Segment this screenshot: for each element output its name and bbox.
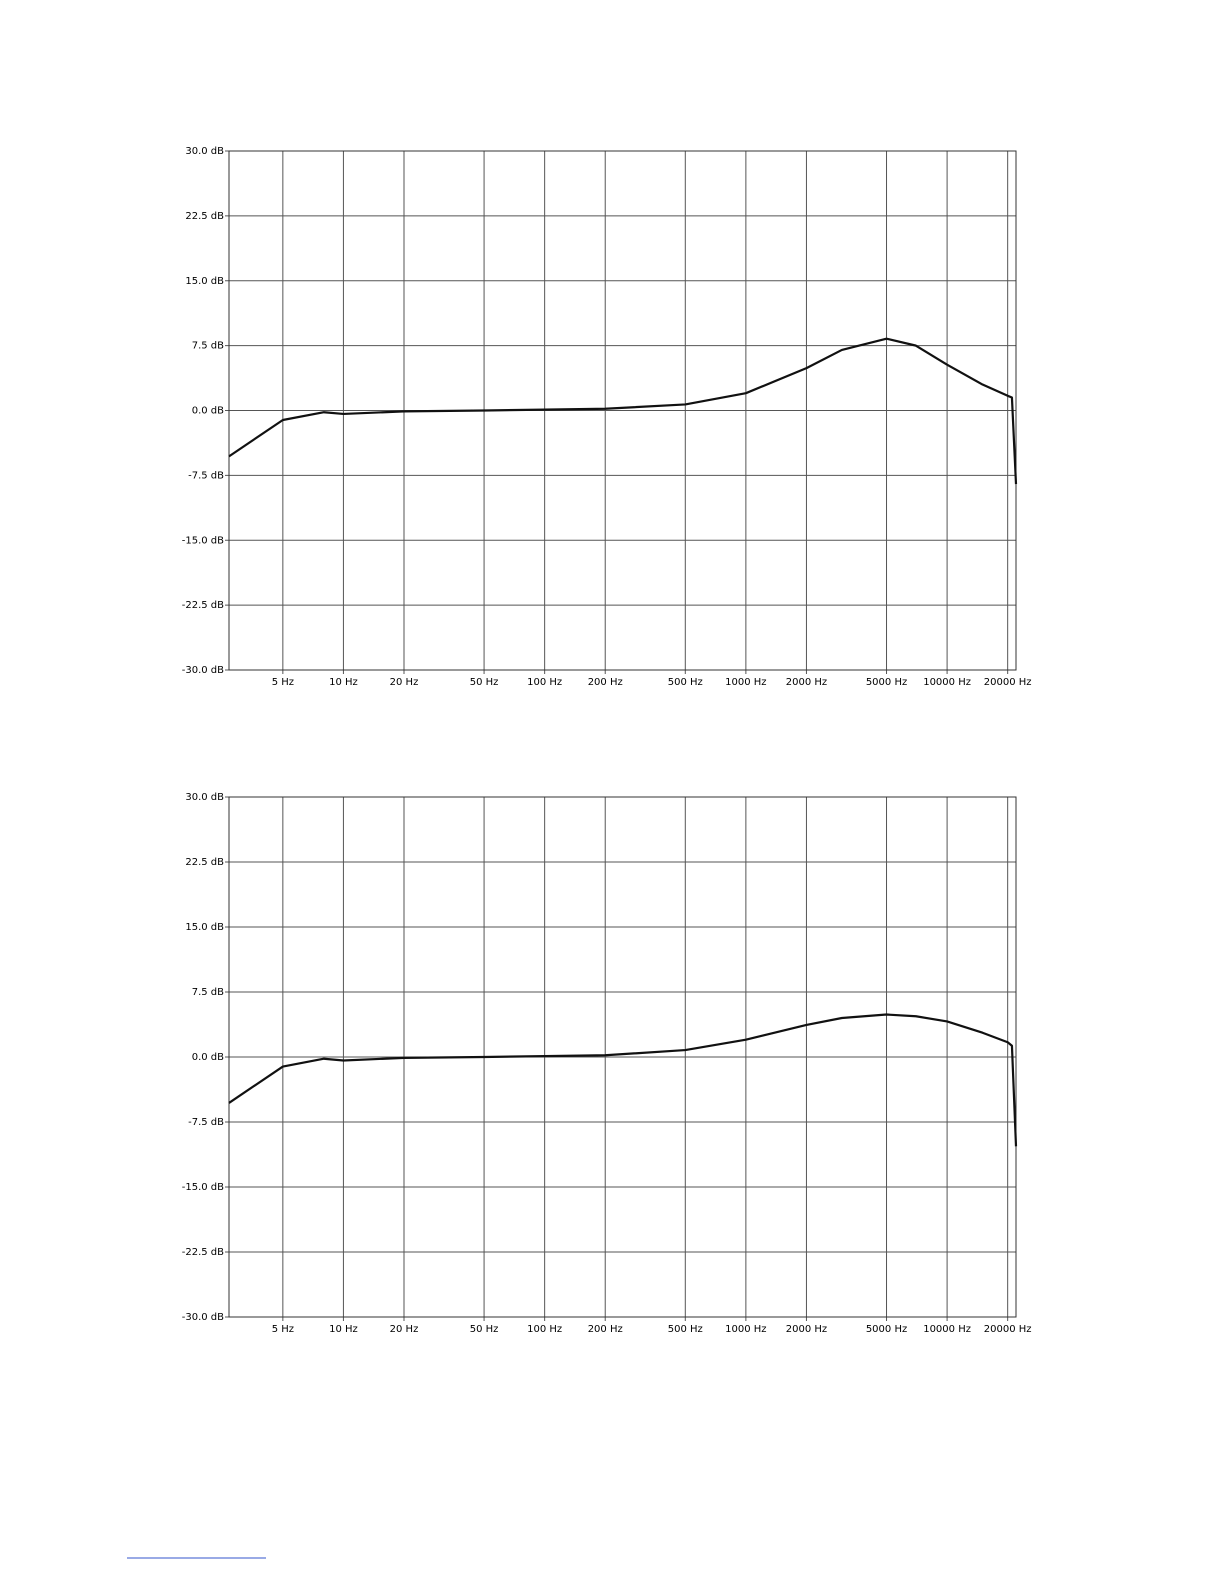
plot-frame xyxy=(228,150,1017,671)
x-tick-label: 5000 Hz xyxy=(866,677,907,688)
x-tick-label: 500 Hz xyxy=(668,677,703,688)
x-tick-label: 500 Hz xyxy=(668,1324,703,1335)
x-tick-label: 100 Hz xyxy=(527,677,562,688)
y-tick-label: -22.5 dB xyxy=(182,600,224,611)
y-tick-label: 0.0 dB xyxy=(192,1052,224,1063)
y-tick-label: 22.5 dB xyxy=(185,857,224,868)
x-tick-label: 10 Hz xyxy=(329,677,358,688)
x-tick-label: 1000 Hz xyxy=(725,677,766,688)
x-tick-label: 5 Hz xyxy=(272,677,294,688)
y-tick-label: 15.0 dB xyxy=(185,276,224,287)
x-tick-label: 50 Hz xyxy=(470,677,499,688)
x-tick-label: 1000 Hz xyxy=(725,1324,766,1335)
x-tick-label: 10000 Hz xyxy=(923,677,971,688)
x-tick-label: 20 Hz xyxy=(390,677,419,688)
y-tick-label: 22.5 dB xyxy=(185,211,224,222)
x-tick-label: 5000 Hz xyxy=(866,1324,907,1335)
y-tick-label: 30.0 dB xyxy=(185,792,224,803)
plot-frame xyxy=(228,796,1017,1318)
y-tick-label: -15.0 dB xyxy=(182,1182,224,1193)
y-tick-label: 7.5 dB xyxy=(192,987,224,998)
x-tick-label: 20000 Hz xyxy=(984,677,1032,688)
y-tick-label: -7.5 dB xyxy=(188,1117,224,1128)
response-line xyxy=(228,1013,1018,1147)
x-tick-label: 200 Hz xyxy=(588,677,623,688)
y-tick-label: 7.5 dB xyxy=(192,341,224,352)
y-tick-label: -7.5 dB xyxy=(188,470,224,481)
x-tick-label: 20 Hz xyxy=(390,1324,419,1335)
x-tick-label: 50 Hz xyxy=(470,1324,499,1335)
x-tick-label: 5 Hz xyxy=(272,1324,294,1335)
x-tick-label: 100 Hz xyxy=(527,1324,562,1335)
y-tick-label: 30.0 dB xyxy=(185,146,224,157)
x-tick-label: 200 Hz xyxy=(588,1324,623,1335)
x-tick-label: 10 Hz xyxy=(329,1324,358,1335)
x-tick-label: 2000 Hz xyxy=(786,677,827,688)
x-tick-label: 2000 Hz xyxy=(786,1324,827,1335)
x-tick-label: 20000 Hz xyxy=(984,1324,1032,1335)
y-tick-label: -30.0 dB xyxy=(182,665,224,676)
y-tick-label: -30.0 dB xyxy=(182,1312,224,1323)
y-tick-label: -15.0 dB xyxy=(182,535,224,546)
y-tick-label: 15.0 dB xyxy=(185,922,224,933)
response-line xyxy=(228,337,1018,485)
y-tick-label: -22.5 dB xyxy=(182,1247,224,1258)
y-tick-label: 0.0 dB xyxy=(192,406,224,417)
x-tick-label: 10000 Hz xyxy=(923,1324,971,1335)
